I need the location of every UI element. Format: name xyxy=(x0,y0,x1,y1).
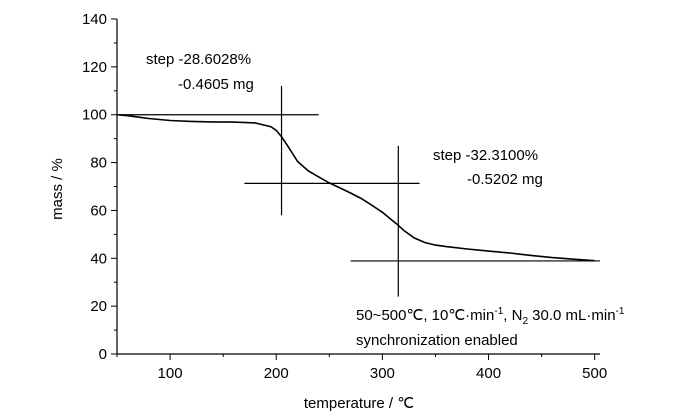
x-tick-label-300: 300 xyxy=(370,365,395,382)
conditions-sup-2: -1 xyxy=(616,306,625,317)
x-tick-label-200: 200 xyxy=(264,365,289,382)
y-axis-label: mass / % xyxy=(49,158,66,220)
mass-curve-line-0 xyxy=(116,113,595,262)
y-tick-label-20: 20 xyxy=(90,298,107,315)
y-tick-label-120: 120 xyxy=(82,59,107,76)
step1-percent-annotation: step -28.6028% xyxy=(146,51,251,68)
x-axis-label: temperature / ℃ xyxy=(304,395,414,412)
x-tick-label-500: 500 xyxy=(582,365,607,382)
conditions-part-b: , N xyxy=(503,307,522,324)
y-tick-label-60: 60 xyxy=(90,202,107,219)
step1-mass-annotation: -0.4605 mg xyxy=(178,76,254,93)
x-tick-label-100: 100 xyxy=(158,365,183,382)
tangent-lines xyxy=(117,86,600,297)
y-tick-label-80: 80 xyxy=(90,155,107,172)
conditions-part-a: 50~500℃, 10℃·min xyxy=(356,307,494,324)
y-tick-label-140: 140 xyxy=(82,11,107,28)
step2-percent-annotation: step -32.3100% xyxy=(433,147,538,164)
conditions-annotation: 50~500℃, 10℃·min-1, N2 30.0 mL·min-1 xyxy=(356,306,625,327)
y-tick-label-100: 100 xyxy=(82,107,107,124)
x-tick-label-400: 400 xyxy=(476,365,501,382)
tick-marks: 0 20 40 60 80 100 120 140 100 200 300 400 500 xyxy=(82,11,607,382)
step2-mass-annotation: -0.5202 mg xyxy=(467,171,543,188)
conditions-sup-1: -1 xyxy=(494,306,503,317)
mass-curve-series xyxy=(116,113,595,262)
y-tick-label-0: 0 xyxy=(99,346,107,363)
synchronization-annotation: synchronization enabled xyxy=(356,332,518,349)
y-tick-label-40: 40 xyxy=(90,250,107,267)
conditions-part-c: 30.0 mL·min xyxy=(528,307,616,324)
conditions-sub: 2 xyxy=(522,316,528,327)
